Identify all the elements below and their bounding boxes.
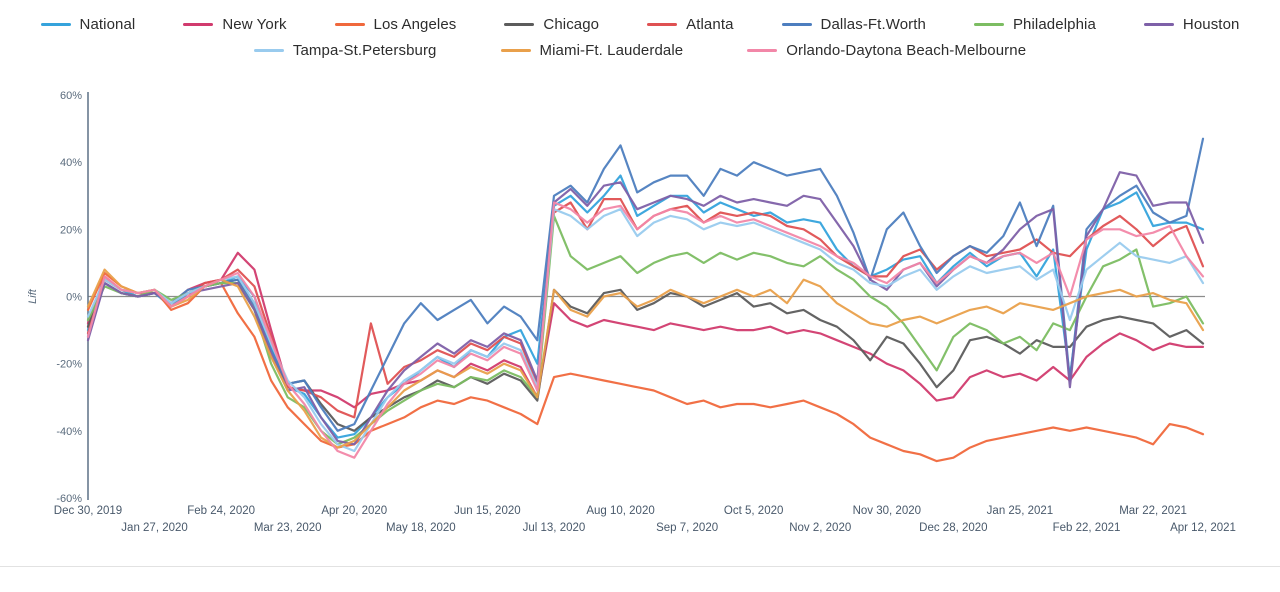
x-tick-label: Jul 13, 2020 bbox=[523, 522, 586, 534]
legend-item-chicago[interactable]: Chicago bbox=[504, 16, 599, 33]
x-tick-label: Aug 10, 2020 bbox=[586, 505, 654, 517]
x-tick-label: Apr 20, 2020 bbox=[321, 505, 387, 517]
series-line-orlando-daytona-beach-melbourne bbox=[86, 201, 1205, 459]
legend-label: Chicago bbox=[543, 16, 600, 33]
x-tick-label: Nov 2, 2020 bbox=[789, 522, 851, 534]
x-tick-label: Feb 22, 2021 bbox=[1053, 522, 1121, 534]
x-tick-label: May 18, 2020 bbox=[386, 522, 456, 534]
page-divider bbox=[0, 566, 1280, 567]
legend-swatch-atlanta bbox=[647, 23, 678, 26]
legend-swatch-new-york bbox=[183, 23, 214, 26]
x-tick-label: Oct 5, 2020 bbox=[724, 505, 783, 517]
x-tick-label: Mar 22, 2021 bbox=[1119, 505, 1187, 517]
legend-item-national[interactable]: National bbox=[40, 16, 136, 33]
y-tick-label: -60% bbox=[56, 493, 82, 505]
series-line-dallas-ft-worth bbox=[86, 137, 1205, 432]
legend-swatch-national bbox=[40, 23, 71, 26]
legend-label: Houston bbox=[1182, 16, 1240, 33]
legend-swatch-dallas-ft-worth bbox=[781, 23, 812, 26]
x-tick-label: Feb 24, 2020 bbox=[187, 505, 255, 517]
x-tick-label: Sep 7, 2020 bbox=[656, 522, 718, 534]
legend-item-los-angeles[interactable]: Los Angeles bbox=[334, 16, 457, 33]
legend-row-1: National New York Los Angeles Chicago Atlant… bbox=[0, 16, 1280, 33]
x-tick-label: Jan 25, 2021 bbox=[987, 505, 1054, 517]
series-line-philadelphia bbox=[86, 214, 1205, 446]
legend-swatch-los-angeles bbox=[334, 23, 365, 26]
series-line-los-angeles bbox=[86, 271, 1205, 463]
series-line-new-york bbox=[86, 251, 1205, 409]
legend-label: Orlando-Daytona Beach-Melbourne bbox=[786, 42, 1027, 59]
legend-label: Philadelphia bbox=[1012, 16, 1096, 33]
legend-swatch-orlando-daytona-beach-melbourne bbox=[747, 49, 778, 52]
x-tick-label: Apr 12, 2021 bbox=[1170, 522, 1236, 534]
legend-item-new-york[interactable]: New York bbox=[183, 16, 286, 33]
legend-swatch-houston bbox=[1143, 23, 1174, 26]
legend-item-dallas-ft-worth[interactable]: Dallas-Ft.Worth bbox=[781, 16, 926, 33]
legend-label: Los Angeles bbox=[373, 16, 457, 33]
x-tick-label: Jun 15, 2020 bbox=[454, 505, 521, 517]
y-tick-label: 0% bbox=[66, 292, 82, 304]
legend-label: Miami-Ft. Lauderdale bbox=[539, 42, 684, 59]
legend-item-houston[interactable]: Houston bbox=[1143, 16, 1240, 33]
y-tick-label: -40% bbox=[56, 426, 82, 438]
legend-item-miami-ft-lauderdale[interactable]: Miami-Ft. Lauderdale bbox=[500, 42, 684, 59]
x-tick-label: Dec 28, 2020 bbox=[919, 522, 987, 534]
legend-swatch-philadelphia bbox=[973, 23, 1004, 26]
x-tick-label: Jan 27, 2020 bbox=[121, 522, 188, 534]
legend-label: Dallas-Ft.Worth bbox=[820, 16, 926, 33]
series-line-houston bbox=[86, 171, 1205, 446]
y-tick-label: 40% bbox=[60, 157, 82, 169]
legend-row-2: Tampa-St.Petersburg Miami-Ft. Lauderdale O… bbox=[0, 42, 1280, 59]
legend-label: National bbox=[79, 16, 136, 33]
legend-item-philadelphia[interactable]: Philadelphia bbox=[973, 16, 1096, 33]
legend-item-atlanta[interactable]: Atlanta bbox=[647, 16, 733, 33]
y-tick-label: 20% bbox=[60, 224, 82, 236]
x-tick-label: Dec 30, 2019 bbox=[54, 505, 122, 517]
x-tick-label: Mar 23, 2020 bbox=[254, 522, 322, 534]
series-line-miami-ft-lauderdale bbox=[86, 268, 1205, 449]
legend-swatch-chicago bbox=[504, 23, 535, 26]
legend-label: Tampa-St.Petersburg bbox=[292, 42, 437, 59]
legend-swatch-tampa-st-petersburg bbox=[253, 49, 284, 52]
legend-item-orlando-daytona-beach-melbourne[interactable]: Orlando-Daytona Beach-Melbourne bbox=[747, 42, 1026, 59]
y-tick-label: -20% bbox=[56, 359, 82, 371]
y-tick-label: 60% bbox=[60, 90, 82, 102]
legend: National New York Los Angeles Chicago Atlant… bbox=[0, 16, 1280, 59]
legend-label: New York bbox=[222, 16, 287, 33]
legend-item-tampa-st-petersburg[interactable]: Tampa-St.Petersburg bbox=[253, 42, 437, 59]
x-tick-label: Nov 30, 2020 bbox=[853, 505, 921, 517]
legend-swatch-miami-ft-lauderdale bbox=[500, 49, 531, 52]
legend-label: Atlanta bbox=[686, 16, 734, 33]
y-axis-title: Lift bbox=[27, 288, 39, 304]
